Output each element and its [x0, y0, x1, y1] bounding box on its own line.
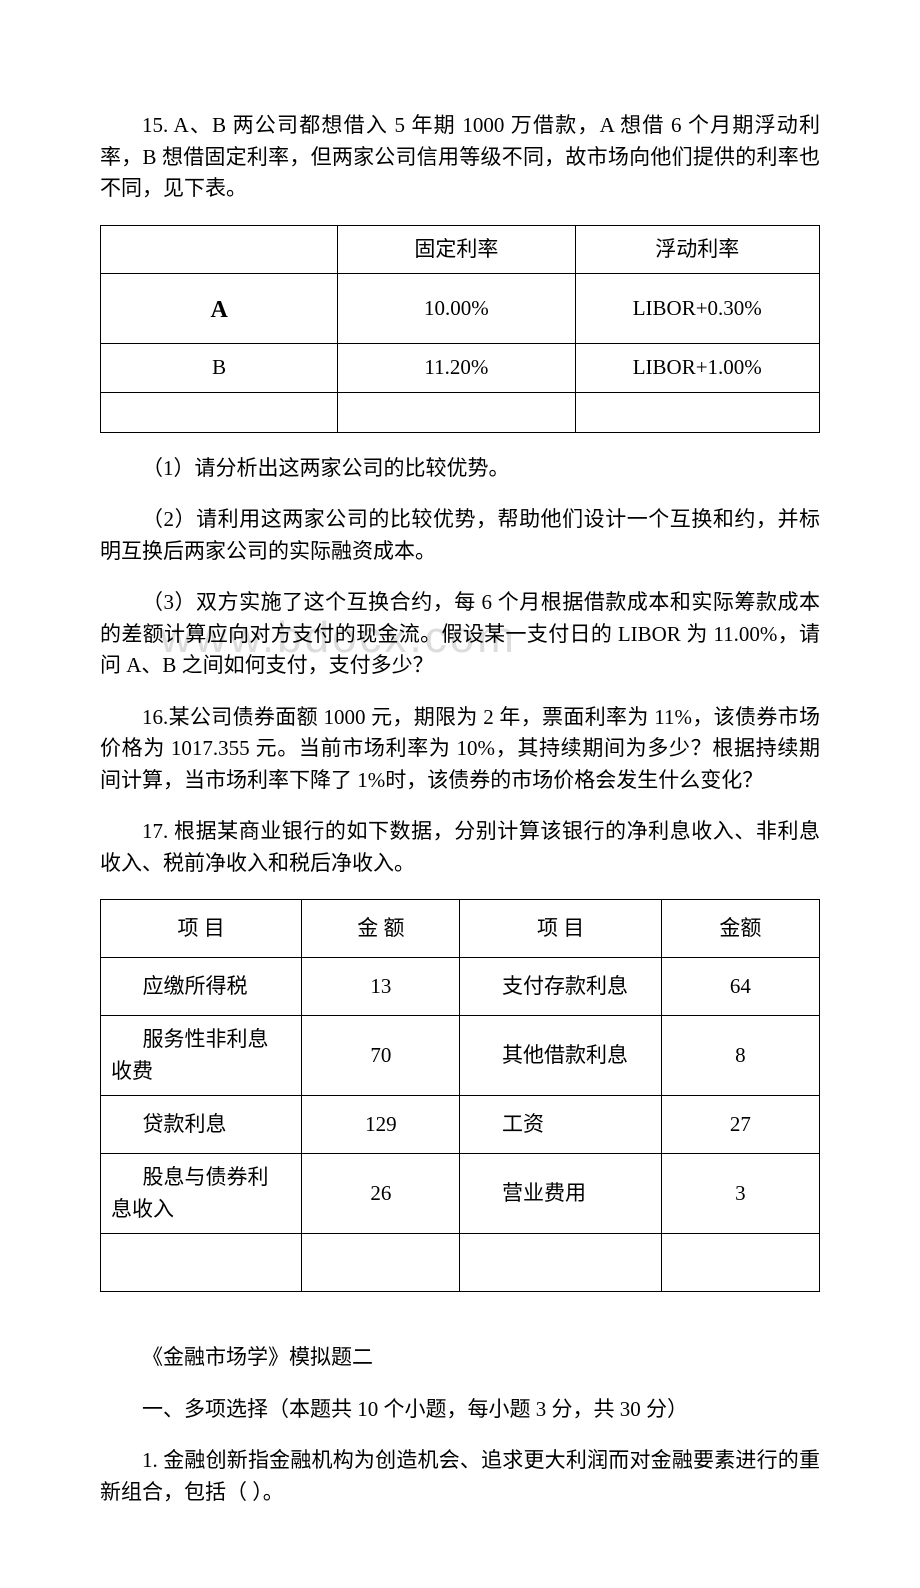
cell-company-a: A	[101, 274, 338, 344]
cell-amount-header1: 金 额	[302, 900, 460, 958]
cell-empty	[302, 1234, 460, 1292]
cell-other-interest-label: 其他借款利息	[460, 1016, 661, 1096]
q17-data-table: 项 目 金 额 项 目 金额 应缴所得税 13 支付存款利息 64 服务性非利息…	[100, 899, 820, 1292]
table-row: 应缴所得税 13 支付存款利息 64	[101, 958, 820, 1016]
table-row-empty	[101, 1234, 820, 1292]
cell-item-header1: 项 目	[101, 900, 302, 958]
cell-b-float: LIBOR+1.00%	[575, 344, 819, 393]
cell-opex-value: 3	[661, 1154, 819, 1234]
exam2-q1: 1. 金融创新指金融机构为创造机会、追求更大利润而对金融要素进行的重新组合，包括…	[100, 1445, 820, 1508]
cell-fixed-rate-header: 固定利率	[338, 225, 575, 274]
q17-intro: 17. 根据某商业银行的如下数据，分别计算该银行的净利息收入、非利息收入、税前净…	[100, 816, 820, 879]
table-row-a: A 10.00% LIBOR+0.30%	[101, 274, 820, 344]
cell-wage-label: 工资	[460, 1096, 661, 1154]
table-row: 股息与债券利息收入 26 营业费用 3	[101, 1154, 820, 1234]
cell-dividend-value: 26	[302, 1154, 460, 1234]
cell-opex-label: 营业费用	[460, 1154, 661, 1234]
q15-sub1: （1）请分析出这两家公司的比较优势。	[100, 453, 820, 485]
cell-deposit-interest-value: 64	[661, 958, 819, 1016]
cell-loan-interest-value: 129	[302, 1096, 460, 1154]
cell-empty	[460, 1234, 661, 1292]
cell-other-interest-value: 8	[661, 1016, 819, 1096]
table-row-b: B 11.20% LIBOR+1.00%	[101, 344, 820, 393]
cell-empty	[575, 392, 819, 432]
cell-empty	[661, 1234, 819, 1292]
q15-rate-table: 固定利率 浮动利率 A 10.00% LIBOR+0.30% B 11.20% …	[100, 225, 820, 433]
cell-loan-interest-label: 贷款利息	[101, 1096, 302, 1154]
cell-deposit-interest-label: 支付存款利息	[460, 958, 661, 1016]
cell-b-fixed: 11.20%	[338, 344, 575, 393]
q16-text: 16.某公司债券面额 1000 元，期限为 2 年，票面利率为 11%，该债券市…	[100, 702, 820, 797]
table-row: 服务性非利息收费 70 其他借款利息 8	[101, 1016, 820, 1096]
q15-intro: 15. A、B 两公司都想借入 5 年期 1000 万借款，A 想借 6 个月期…	[100, 110, 820, 205]
cell-wage-value: 27	[661, 1096, 819, 1154]
cell-tax-label: 应缴所得税	[101, 958, 302, 1016]
cell-dividend-label: 股息与债券利息收入	[101, 1154, 302, 1234]
table-row-header: 固定利率 浮动利率	[101, 225, 820, 274]
cell-empty	[101, 1234, 302, 1292]
table-row-header: 项 目 金 额 项 目 金额	[101, 900, 820, 958]
exam2-title: 《金融市场学》模拟题二	[100, 1342, 820, 1374]
table-row: 贷款利息 129 工资 27	[101, 1096, 820, 1154]
cell-empty	[338, 392, 575, 432]
cell-a-float: LIBOR+0.30%	[575, 274, 819, 344]
cell-service-fee-label: 服务性非利息收费	[101, 1016, 302, 1096]
cell-amount-header2: 金额	[661, 900, 819, 958]
exam2-section1-heading: 一、多项选择（本题共 10 个小题，每小题 3 分，共 30 分）	[100, 1394, 820, 1426]
q15-sub3: （3）双方实施了这个互换合约，每 6 个月根据借款成本和实际筹款成本的差额计算应…	[100, 587, 820, 682]
cell-item-header2: 项 目	[460, 900, 661, 958]
cell-service-fee-value: 70	[302, 1016, 460, 1096]
cell-empty	[101, 225, 338, 274]
cell-float-rate-header: 浮动利率	[575, 225, 819, 274]
cell-a-fixed: 10.00%	[338, 274, 575, 344]
cell-empty	[101, 392, 338, 432]
q15-sub2: （2）请利用这两家公司的比较优势，帮助他们设计一个互换和约，并标明互换后两家公司…	[100, 504, 820, 567]
cell-tax-value: 13	[302, 958, 460, 1016]
table-row-empty	[101, 392, 820, 432]
cell-company-b: B	[101, 344, 338, 393]
